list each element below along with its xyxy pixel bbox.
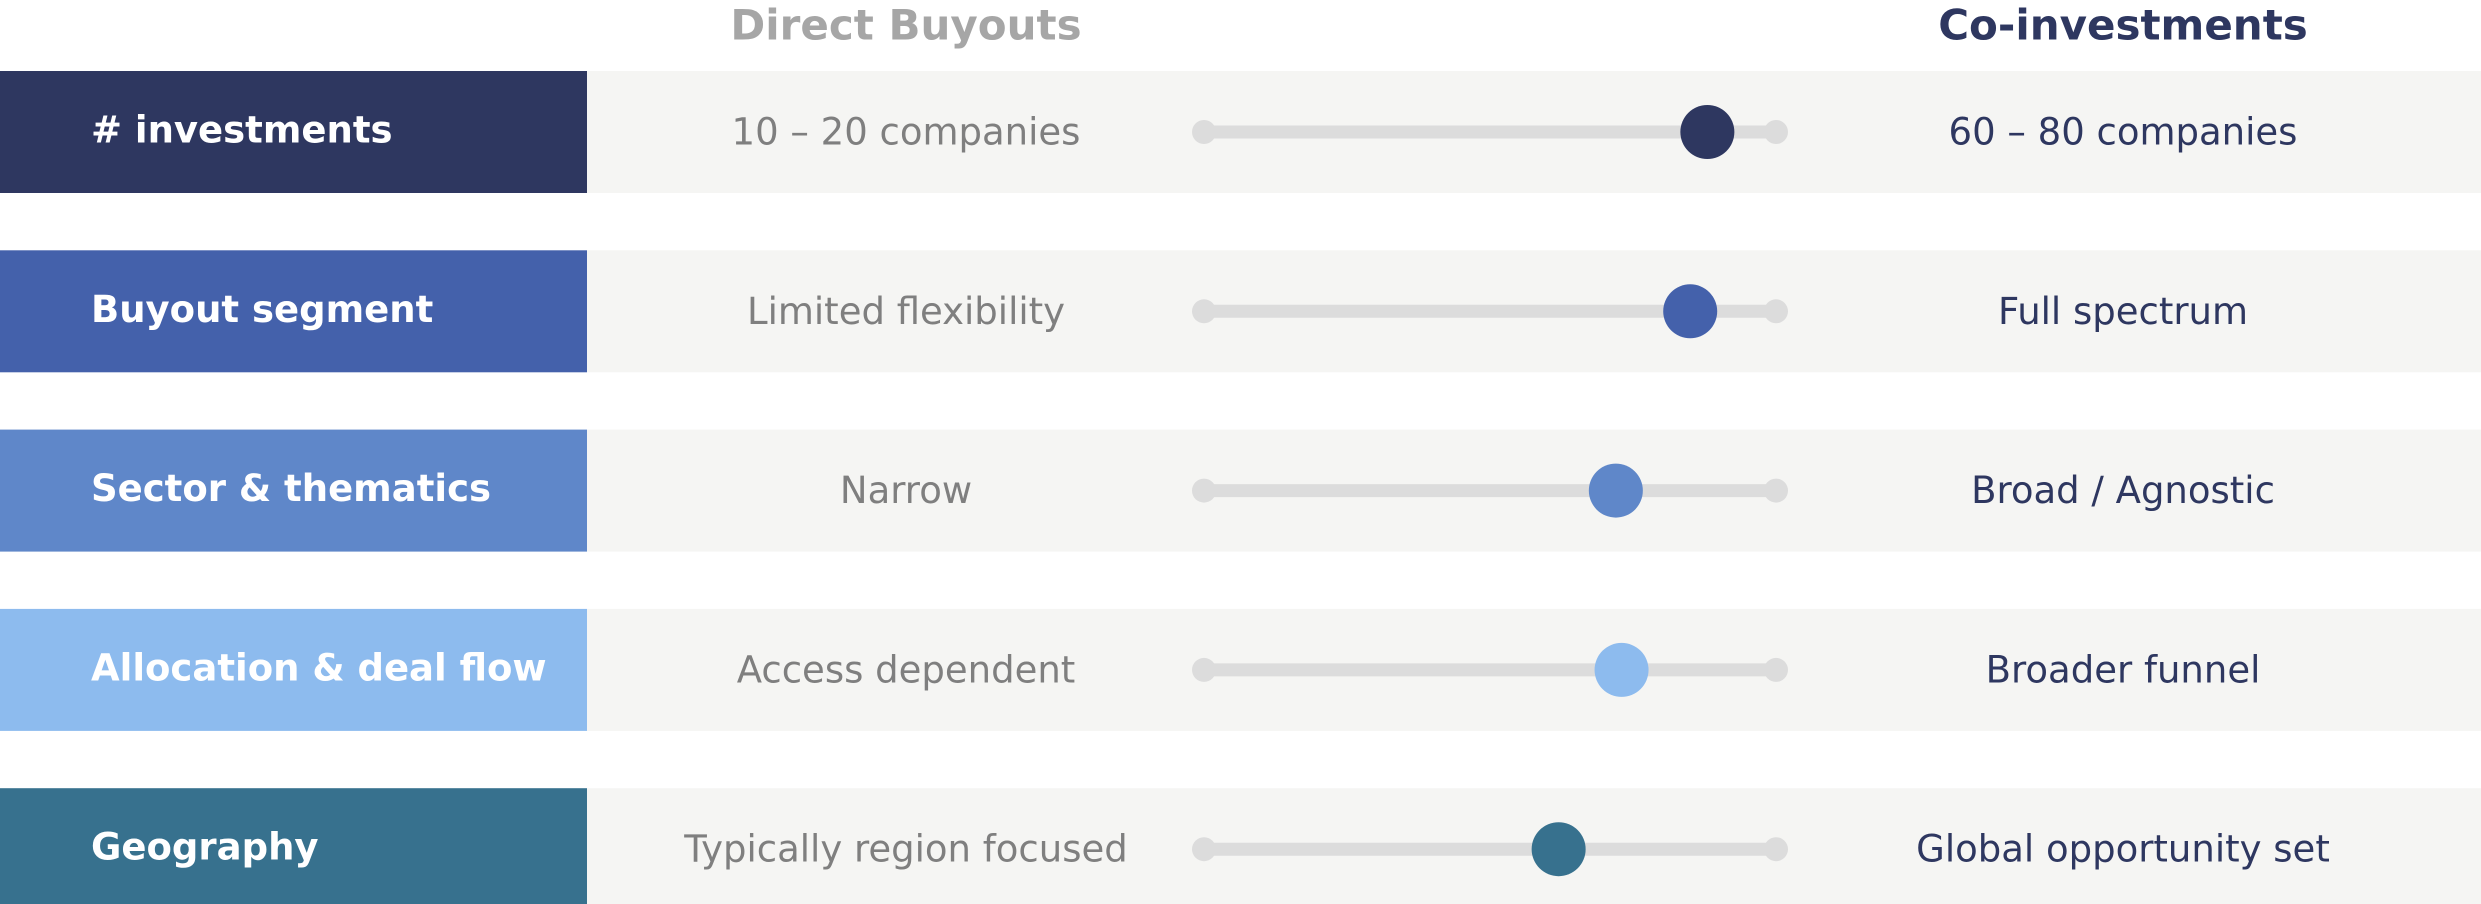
left-value: Access dependent [737, 648, 1076, 691]
slider-knob [1531, 822, 1586, 877]
slider-end [1192, 120, 1216, 144]
slider-end [1192, 299, 1216, 324]
slider-end [1192, 657, 1216, 682]
left-value: Limited flexibility [747, 290, 1065, 333]
row-label: # investments [91, 109, 393, 152]
row-label-box [0, 429, 587, 552]
row-label: Geography [91, 826, 319, 869]
slider-end [1764, 478, 1788, 503]
right-value: Broad / Agnostic [1971, 469, 2275, 512]
slider-end [1192, 478, 1216, 503]
slider-knob [1663, 284, 1718, 339]
left-value: Typically region focused [683, 828, 1128, 871]
slider-knob [1680, 105, 1735, 159]
header-right: Co-investments [1938, 1, 2308, 50]
row-label: Buyout segment [91, 288, 433, 331]
right-value: Full spectrum [1998, 290, 2248, 333]
slider-end [1764, 837, 1788, 862]
slider-knob [1588, 463, 1643, 518]
row-label-box [0, 608, 587, 731]
row-label-box [0, 71, 587, 193]
row-label-box [0, 250, 587, 373]
row-label: Sector & thematics [91, 467, 491, 510]
header-left: Direct Buyouts [730, 1, 1081, 50]
right-value: Global opportunity set [1916, 828, 2330, 871]
slider-end [1764, 299, 1788, 324]
slider-end [1192, 837, 1216, 862]
slider-end [1764, 657, 1788, 682]
row-label-box [0, 788, 587, 904]
left-value: Narrow [840, 469, 972, 512]
right-value: 60 – 80 companies [1949, 111, 2298, 154]
right-value: Broader funnel [1986, 648, 2261, 691]
slider-end [1764, 120, 1788, 144]
slider-knob [1594, 642, 1649, 697]
left-value: 10 – 20 companies [732, 111, 1081, 154]
row-label: Allocation & deal flow [91, 646, 547, 689]
